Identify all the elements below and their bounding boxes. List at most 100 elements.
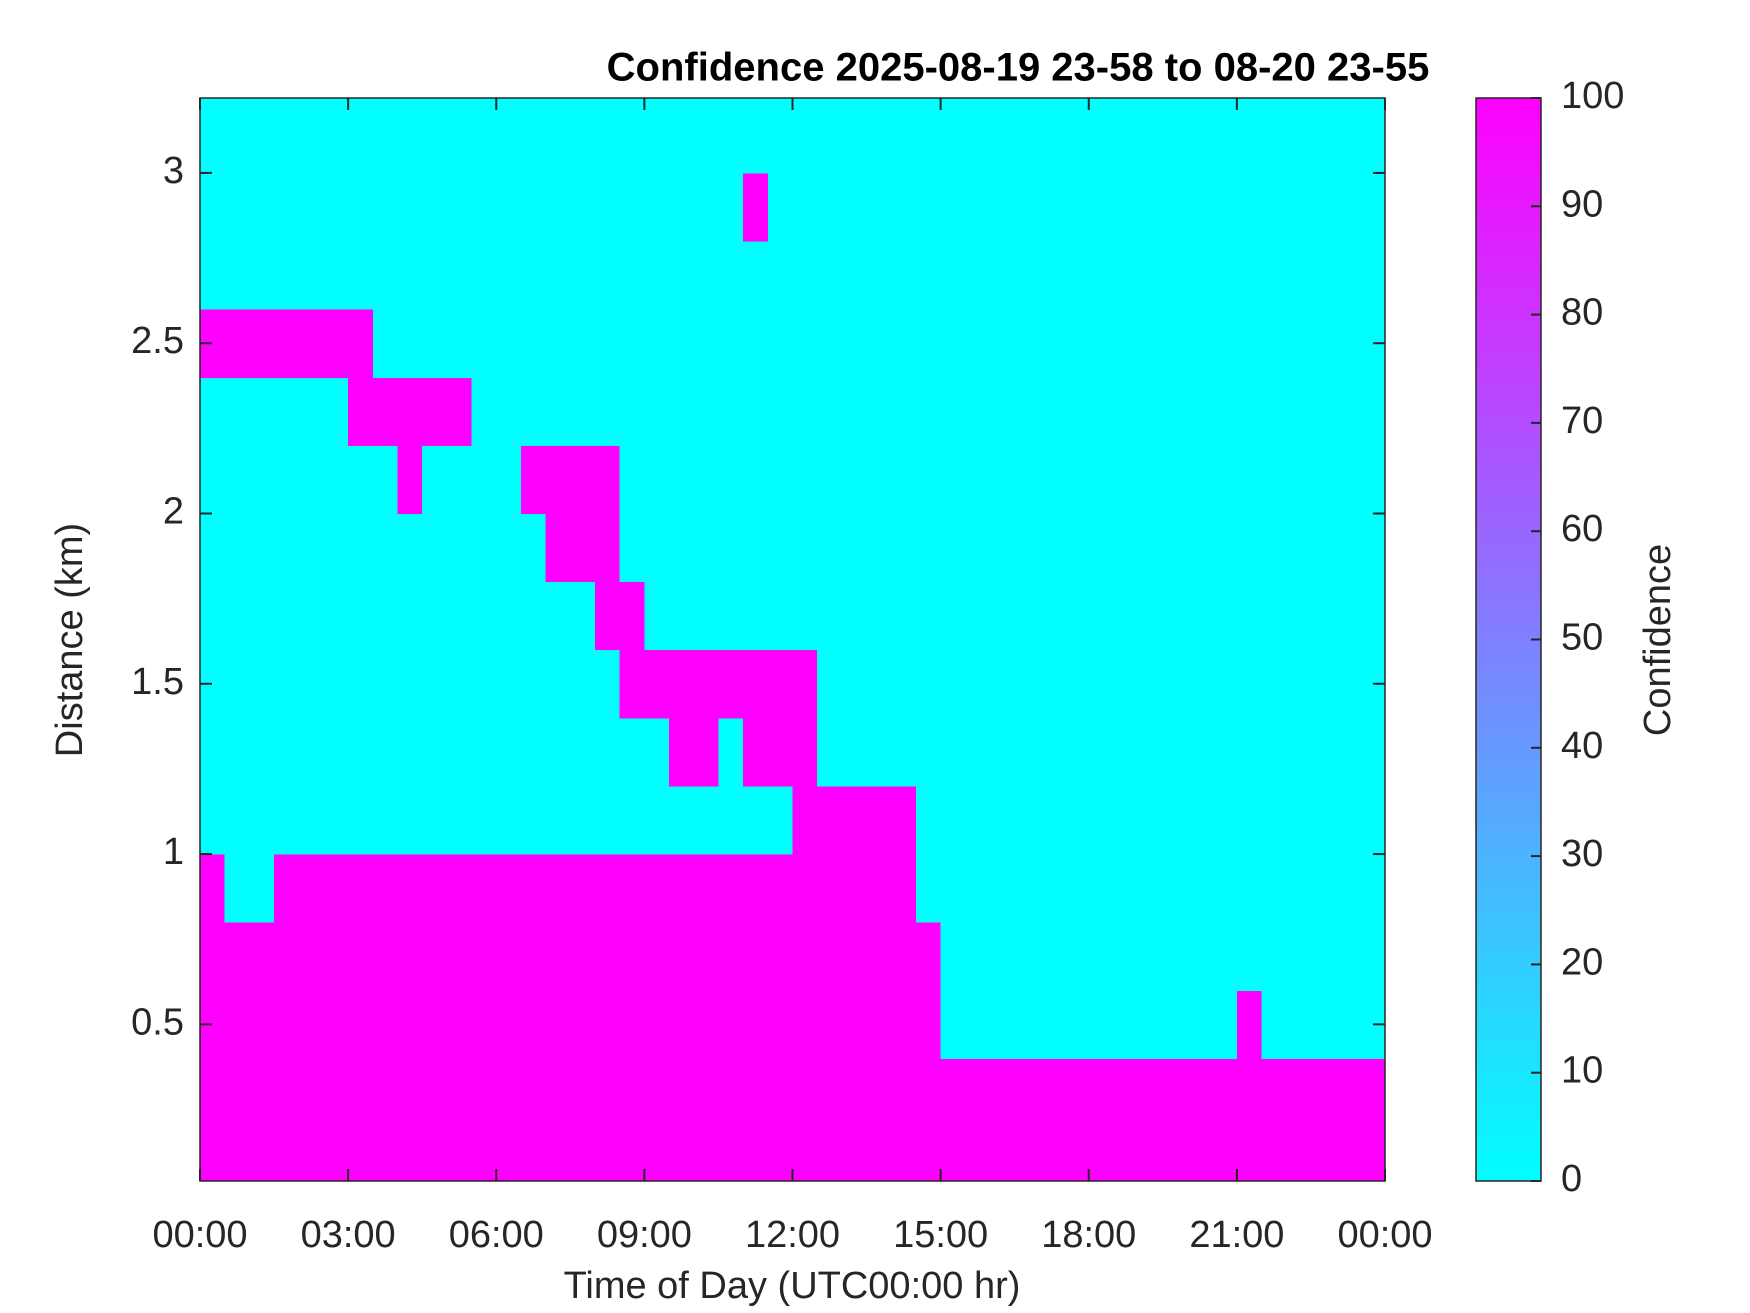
heatmap-cell — [817, 309, 843, 378]
heatmap-cell — [298, 377, 324, 446]
heatmap-cell — [372, 98, 398, 174]
heatmap-cell — [940, 649, 966, 719]
heatmap-cell — [1236, 581, 1263, 651]
heatmap-cell — [940, 309, 966, 378]
chart-title: Confidence 2025-08-19 23-58 to 08-20 23-… — [607, 46, 1430, 90]
heatmap-cell — [1286, 990, 1312, 1059]
heatmap-cell — [866, 98, 892, 174]
heatmap-cell — [1187, 513, 1213, 583]
heatmap-cell — [1088, 581, 1114, 651]
heatmap-cell — [1360, 717, 1386, 787]
colorbar — [1475, 97, 1542, 1182]
heatmap-cell — [1088, 241, 1114, 310]
heatmap — [200, 98, 1386, 1182]
heatmap-cell — [595, 98, 621, 174]
heatmap-cell — [1261, 172, 1287, 242]
heatmap-cell — [545, 513, 571, 583]
heatmap-cell — [224, 854, 250, 923]
heatmap-cell — [1286, 241, 1312, 310]
heatmap-cell — [1187, 785, 1213, 855]
heatmap-cell — [446, 445, 473, 514]
heatmap-cell — [891, 309, 917, 378]
heatmap-cell — [1335, 241, 1361, 310]
heatmap-cell — [1162, 1058, 1188, 1128]
heatmap-cell — [274, 1058, 300, 1128]
heatmap-cell — [1335, 1126, 1361, 1182]
heatmap-cell — [743, 785, 769, 855]
heatmap-cell — [866, 172, 892, 242]
heatmap-cell — [866, 990, 892, 1059]
heatmap-cell — [1162, 98, 1188, 174]
heatmap-cell — [520, 513, 547, 583]
heatmap-cell — [1286, 309, 1312, 378]
heatmap-cell — [595, 445, 621, 514]
heatmap-cell — [446, 922, 473, 991]
heatmap-cell — [1064, 1058, 1090, 1128]
heatmap-cell — [471, 309, 497, 378]
heatmap-cell — [249, 241, 275, 310]
heatmap-cell — [1138, 445, 1164, 514]
heatmap-cell — [1212, 785, 1238, 855]
heatmap-cell — [372, 649, 398, 719]
heatmap-cell — [767, 649, 793, 719]
heatmap-cell — [520, 1126, 547, 1182]
heatmap-cell — [545, 922, 571, 991]
heatmap-cell — [200, 1126, 226, 1182]
heatmap-cell — [619, 445, 645, 514]
heatmap-cell — [866, 717, 892, 787]
heatmap-cell — [446, 854, 473, 923]
colorbar-tick-label: 70 — [1561, 400, 1603, 442]
heatmap-cell — [792, 377, 818, 446]
heatmap-cell — [570, 172, 596, 242]
heatmap-cell — [915, 854, 942, 923]
heatmap-cell — [644, 513, 670, 583]
heatmap-cell — [249, 854, 275, 923]
heatmap-cell — [990, 98, 1016, 174]
heatmap-cell — [965, 1058, 991, 1128]
heatmap-cell — [1138, 1126, 1164, 1182]
heatmap-cell — [792, 1058, 818, 1128]
heatmap-cell — [1113, 309, 1139, 378]
heatmap-cell — [1138, 854, 1164, 923]
heatmap-cell — [595, 922, 621, 991]
heatmap-cell — [940, 98, 966, 174]
heatmap-cell — [1212, 172, 1238, 242]
heatmap-cell — [767, 785, 793, 855]
heatmap-cell — [595, 1126, 621, 1182]
heatmap-cell — [545, 309, 571, 378]
heatmap-cell — [718, 98, 744, 174]
heatmap-cell — [323, 513, 349, 583]
heatmap-cell — [1064, 377, 1090, 446]
heatmap-cell — [915, 922, 942, 991]
heatmap-cell — [496, 1126, 522, 1182]
heatmap-cell — [1064, 785, 1090, 855]
heatmap-cell — [990, 581, 1016, 651]
heatmap-cell — [1310, 1126, 1337, 1182]
heatmap-cell — [1187, 1058, 1213, 1128]
heatmap-cell — [372, 1058, 398, 1128]
heatmap-cell — [372, 922, 398, 991]
heatmap-cell — [348, 922, 374, 991]
heatmap-cell — [1335, 377, 1361, 446]
heatmap-cell — [1162, 1126, 1188, 1182]
heatmap-cell — [1113, 922, 1139, 991]
heatmap-cell — [446, 990, 473, 1059]
heatmap-cell — [1187, 922, 1213, 991]
heatmap-cell — [1064, 581, 1090, 651]
heatmap-cell — [891, 854, 917, 923]
y-tick-label: 3 — [163, 150, 184, 192]
heatmap-cell — [224, 922, 250, 991]
heatmap-cell — [298, 309, 324, 378]
heatmap-cell — [570, 1058, 596, 1128]
heatmap-cell — [619, 854, 645, 923]
heatmap-cell — [323, 98, 349, 174]
heatmap-cell — [1286, 1058, 1312, 1128]
heatmap-cell — [471, 581, 497, 651]
heatmap-cell — [743, 513, 769, 583]
heatmap-cell — [1187, 717, 1213, 787]
heatmap-cell — [397, 1058, 423, 1128]
heatmap-cell — [619, 98, 645, 174]
heatmap-cell — [224, 717, 250, 787]
heatmap-cell — [496, 785, 522, 855]
heatmap-cell — [817, 377, 843, 446]
